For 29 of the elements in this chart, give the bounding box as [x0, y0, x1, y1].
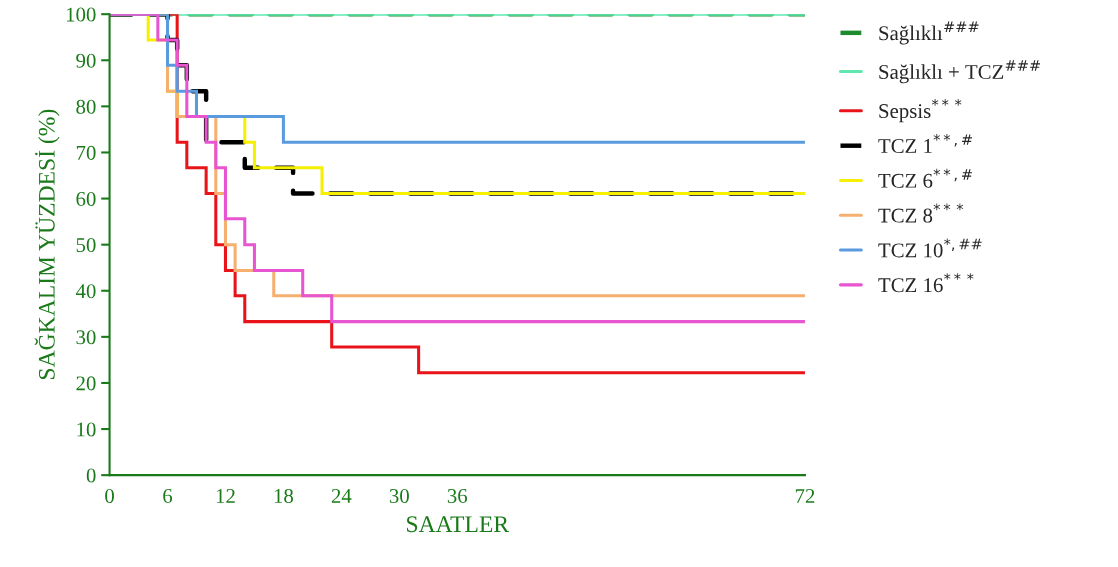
y-tick-label: 10	[77, 422, 96, 437]
y-tick-label: 30	[76, 330, 96, 345]
x-tick-label: 12	[216, 489, 235, 503]
y-tick-label: 0	[86, 468, 96, 483]
y-tick-label: 20	[76, 376, 96, 391]
y-tick-label: 100	[66, 7, 96, 22]
legend-label: TCZ 8$^{***}$	[878, 203, 964, 223]
y-axis-title: SAĞKALIM YÜZDESİ (%)	[34, 109, 60, 380]
y-tick-label: 70	[76, 145, 96, 160]
legend-label: TCZ 16$^{***}$	[878, 273, 974, 293]
x-axis-title: SAATLER	[407, 516, 510, 533]
x-tick-label: 72	[795, 489, 815, 503]
y-tick-label: 60	[76, 191, 96, 206]
y-tick-label: 40	[75, 284, 96, 299]
x-tick-label: 18	[274, 488, 294, 503]
legend-label: Sağlıklı + TCZ$^{###}$	[879, 60, 1041, 84]
x-tick-label: 6	[163, 489, 173, 503]
x-tick-label: 0	[105, 488, 114, 503]
legend-label: Sepsis$^{***}$	[879, 99, 962, 123]
legend-label: TCZ 1$^{**,#}$	[878, 134, 972, 154]
y-tick-label: 90	[76, 53, 96, 68]
legend-label: TCZ 6$^{**,#}$	[878, 168, 972, 188]
legend-label: TCZ 10$^{*,##}$	[878, 238, 982, 258]
y-tick-label: 80	[76, 99, 96, 114]
x-tick-label: 30	[389, 488, 409, 503]
y-tick-label: 50	[76, 238, 96, 253]
x-tick-label: 24	[331, 489, 352, 503]
legend-label: Sağlıklı$^{###}$	[879, 21, 979, 45]
x-tick-label: 36	[447, 489, 468, 503]
